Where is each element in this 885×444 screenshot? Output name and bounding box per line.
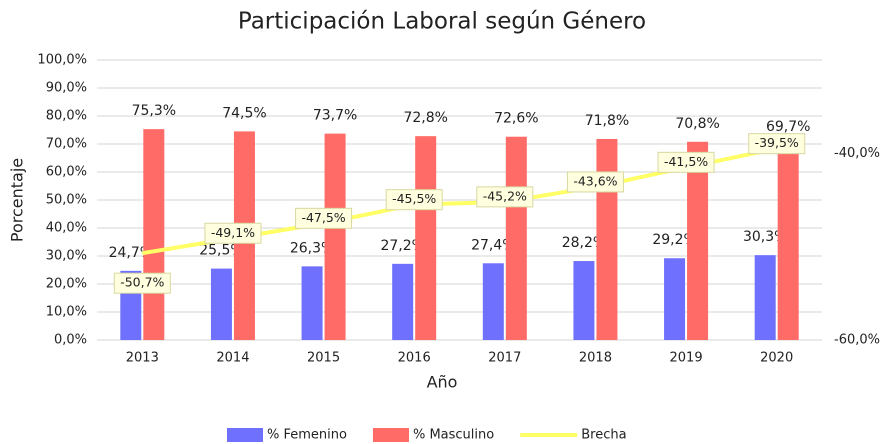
data-label: 72,6% (494, 111, 538, 127)
bar (573, 261, 595, 340)
data-label: 71,8% (585, 113, 629, 129)
bar (210, 268, 232, 340)
data-label: 27,2% (380, 238, 424, 254)
x-tick-label: 2016 (398, 351, 431, 366)
data-label-box (566, 171, 624, 193)
x-tick-label: 2020 (760, 351, 793, 366)
data-label: 72,8% (403, 110, 447, 126)
bar (687, 141, 709, 340)
data-label-box (476, 186, 534, 208)
data-label-box (295, 207, 353, 229)
bar (777, 144, 799, 340)
y-tick-label: 80,0% (46, 109, 87, 124)
data-label: -50,7% (120, 275, 164, 290)
x-tick-label: 2015 (307, 351, 340, 366)
data-label: 30,3% (743, 229, 787, 245)
y-tick-label: 40,0% (46, 221, 87, 236)
data-label: -43,6% (573, 173, 617, 188)
legend-swatch (227, 428, 263, 442)
y-tick-label: 50,0% (46, 193, 87, 208)
y-tick-label: 10,0% (46, 305, 87, 320)
legend-label: % Femenino (267, 428, 347, 443)
bar (392, 263, 414, 340)
data-label: -39,5% (755, 135, 799, 150)
data-label: 69,7% (766, 119, 810, 135)
data-label: 29,2% (652, 232, 696, 248)
legend-swatch (372, 428, 409, 442)
x-tick-label: 2019 (670, 351, 703, 366)
y-tick-label: 60,0% (46, 165, 87, 180)
bar (415, 136, 437, 340)
x-tick-label: 2018 (579, 351, 612, 366)
bar (596, 138, 618, 340)
data-label: 73,7% (313, 108, 357, 124)
data-label: -45,2% (483, 188, 527, 203)
y-tick-label: 0,0% (54, 333, 87, 348)
bar (301, 266, 323, 340)
y-tick-label: 100,0% (37, 53, 87, 68)
legend-label: % Masculino (413, 428, 494, 443)
bar (143, 129, 165, 340)
data-label-box (748, 133, 806, 155)
data-label: 74,5% (222, 105, 266, 121)
bar (754, 255, 776, 340)
bar (324, 133, 346, 340)
x-tick-label: 2014 (216, 351, 249, 366)
data-label-box (113, 272, 171, 294)
bar (482, 263, 504, 340)
data-label: -49,1% (211, 225, 255, 240)
data-label: -41,5% (664, 154, 708, 169)
data-label-box (204, 222, 262, 244)
x-tick-label: 2013 (126, 351, 159, 366)
data-label: 27,4% (471, 237, 515, 253)
data-label: 70,8% (675, 116, 719, 132)
data-label: -45,5% (392, 191, 436, 206)
x-tick-label: 2017 (488, 351, 521, 366)
data-label: 25,5% (199, 243, 243, 259)
x-axis-title: Año (427, 373, 458, 392)
data-label-box (385, 189, 443, 211)
y-tick-label: 30,0% (46, 249, 87, 264)
y2-tick-label: -60,0% (834, 333, 880, 348)
data-label: 28,2% (562, 235, 606, 251)
bar (664, 258, 686, 340)
data-label: 26,3% (290, 240, 334, 256)
data-label: 75,3% (132, 103, 176, 119)
bar (505, 136, 527, 340)
data-label: -47,5% (301, 210, 345, 225)
data-label: 24,7% (109, 245, 153, 261)
y-tick-label: 20,0% (46, 277, 87, 292)
chart-title: Participación Laboral según Género (238, 9, 646, 35)
y2-tick-label: -40,0% (834, 146, 880, 161)
data-label-box (657, 151, 715, 173)
y-tick-label: 70,0% (46, 137, 87, 152)
y-axis-title: Porcentaje (8, 158, 27, 242)
legend-label: Brecha (581, 428, 626, 443)
y-tick-label: 90,0% (46, 81, 87, 96)
